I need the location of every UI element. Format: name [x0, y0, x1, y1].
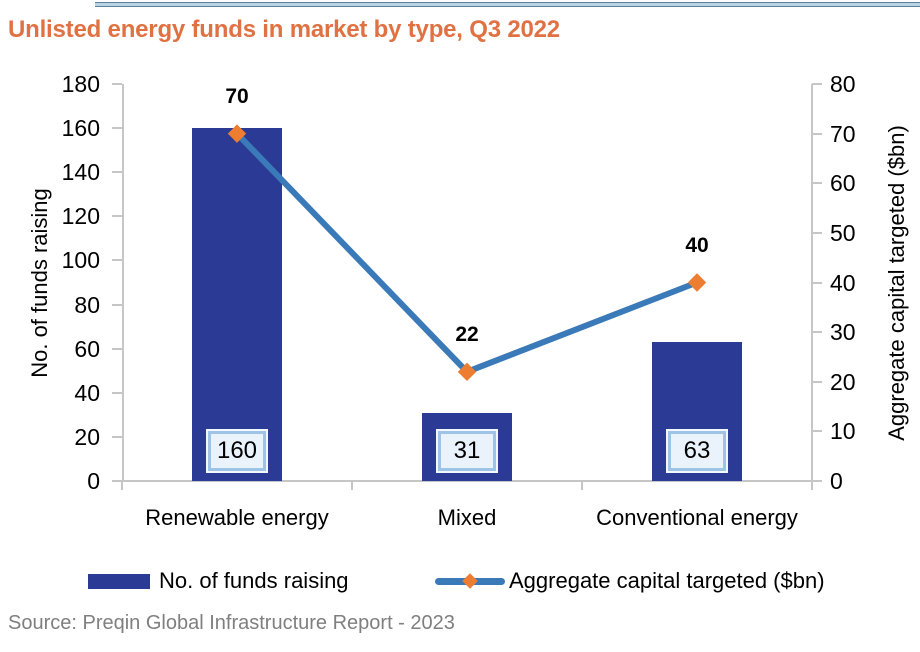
left-axis-tick-label: 140	[61, 159, 100, 186]
right-axis-tick	[812, 380, 822, 383]
left-axis-tick-label: 60	[74, 335, 100, 362]
left-axis-line	[122, 84, 124, 481]
right-axis-tick	[812, 480, 822, 482]
left-axis-tick-label: 80	[74, 291, 100, 318]
bar-value-label: 31	[438, 431, 496, 471]
diamond-marker-icon	[457, 362, 477, 382]
bar-value-label: 63	[668, 431, 726, 471]
right-axis-tick	[812, 281, 822, 284]
right-axis-tick-label: 60	[830, 170, 856, 197]
right-axis-tick	[812, 430, 822, 433]
legend-line-swatch-icon	[435, 573, 505, 589]
line-series	[227, 124, 707, 382]
right-axis-tick-label: 70	[830, 120, 856, 147]
left-axis-tick-label: 180	[61, 71, 100, 97]
line-point-label: 40	[685, 233, 709, 257]
left-axis-tick	[112, 83, 122, 85]
left-axis-tick	[112, 347, 122, 350]
right-axis-tick	[812, 331, 822, 334]
left-axis-tick	[112, 171, 122, 174]
right-axis-tick-label: 30	[830, 319, 856, 346]
category-axis-tick	[121, 481, 123, 490]
diamond-marker-icon	[227, 124, 247, 143]
right-axis-tick-label: 40	[830, 269, 856, 296]
left-axis-tick-label: 0	[87, 468, 100, 494]
right-axis-tick-label: 80	[830, 71, 856, 97]
left-axis-tick	[112, 127, 122, 130]
left-axis-tick	[112, 303, 122, 306]
bar	[192, 128, 282, 481]
category-label: Mixed	[437, 505, 497, 530]
line-point-label: 22	[455, 322, 479, 346]
left-axis-tick-label: 40	[74, 379, 100, 406]
category-label: Renewable energy	[145, 505, 329, 530]
line-point-label: 70	[225, 84, 249, 108]
diamond-marker-icon	[462, 573, 478, 589]
legend-item-line: Aggregate capital targeted ($bn)	[435, 566, 825, 596]
legend-item-bars: No. of funds raising	[88, 566, 349, 596]
right-axis-tick	[812, 83, 822, 85]
left-axis-tick-label: 120	[61, 203, 100, 230]
left-axis-tick-label: 100	[61, 247, 100, 274]
category-axis-tick	[811, 481, 813, 490]
right-axis-tick-label: 0	[830, 468, 843, 494]
left-axis-tick-label: 160	[61, 115, 100, 142]
right-axis-tick	[812, 182, 822, 185]
top-divider	[95, 2, 920, 7]
legend-bar-swatch-icon	[88, 573, 150, 589]
right-axis-tick-label: 10	[830, 418, 856, 445]
bottom-axis-line	[122, 480, 812, 482]
category-label: Conventional energy	[596, 505, 798, 530]
bar-value-label: 160	[208, 431, 266, 471]
category-axis-tick	[581, 481, 583, 490]
left-axis-tick	[112, 391, 122, 394]
left-axis-tick	[112, 259, 122, 262]
left-axis-tick	[112, 435, 122, 438]
category-axis-tick	[351, 481, 353, 490]
chart-title: Unlisted energy funds in market by type,…	[8, 16, 560, 43]
left-axis-tick-label: 20	[74, 423, 100, 450]
legend-bar-label: No. of funds raising	[159, 568, 349, 593]
legend-line-label: Aggregate capital targeted ($bn)	[509, 568, 825, 593]
right-axis-tick	[812, 231, 822, 234]
right-axis-tick-label: 20	[830, 368, 856, 395]
left-axis-tick	[112, 215, 122, 218]
left-axis-tick	[112, 480, 122, 482]
diamond-marker-icon	[687, 273, 707, 292]
right-axis-tick	[812, 132, 822, 135]
source-note: Source: Preqin Global Infrastructure Rep…	[8, 612, 455, 634]
right-axis-tick-label: 50	[830, 219, 856, 246]
